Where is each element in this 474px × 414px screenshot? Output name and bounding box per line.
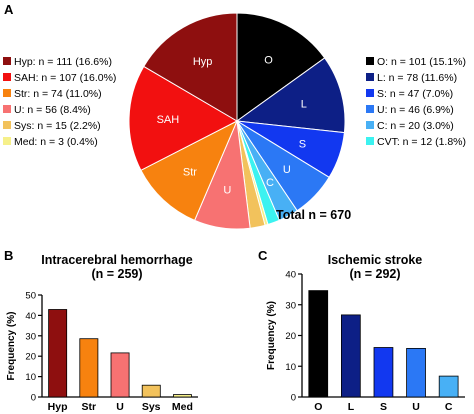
- legend-entry-6: Med: n = 3 (0.4%): [14, 136, 98, 148]
- legend-entry-4: C: n = 20 (3.0%): [377, 120, 454, 132]
- chart-1-ylabel: Frequency (%): [6, 312, 17, 381]
- chart-2-bar-c: [438, 375, 459, 398]
- chart-1-category-label-u: U: [116, 401, 124, 413]
- pie-slice-label-0: O: [264, 55, 273, 67]
- legend-entry-8: U: n = 56 (8.4%): [14, 104, 91, 116]
- chart-1-category-label-hyp: Hyp: [48, 401, 68, 413]
- legend-swatch-5: [366, 137, 374, 145]
- bar-chart-c: 0 10 20 30 40 Frequency (%) O L S U C: [266, 270, 465, 413]
- legend-swatch-8: [3, 105, 11, 113]
- pie-slice-label-10: SAH: [157, 114, 180, 126]
- pie-slice-label-2: S: [299, 138, 306, 150]
- chart-1-bar-med: [172, 394, 192, 398]
- pie-slice-label-9: Str: [183, 167, 197, 179]
- chart-c-subtitle: (n = 292): [349, 267, 400, 281]
- legend-swatch-3: [366, 105, 374, 113]
- legend-entry-2: S: n = 47 (7.0%): [377, 88, 453, 100]
- legend-swatch-9: [3, 89, 11, 97]
- chart-2-bar-u: [406, 347, 426, 398]
- chart-1-bar-hyp: [48, 309, 68, 398]
- legend-entry-0: O: n = 101 (15.1%): [377, 56, 466, 68]
- chart-b-title: Intracerebral hemorrhage: [41, 253, 192, 267]
- bar-chart-b: 0 10 20 30 40 50 Frequency (%) Hyp Str U Sys Med: [6, 291, 198, 413]
- chart-c-title: Ischemic stroke: [328, 253, 423, 267]
- legend-right: O: n = 101 (15.1%) L: n = 78 (11.6%) S: n …: [366, 56, 466, 148]
- legend-swatch-6: [3, 137, 11, 145]
- chart-1-bar-sys: [141, 384, 161, 398]
- pie-slice-label-3: U: [283, 164, 291, 176]
- chart-2-ytick-label-40: 40: [285, 270, 296, 281]
- chart-1-bar-str: [79, 338, 99, 398]
- pie-slice-1: [235, 57, 346, 134]
- chart-2-ytick-label-10: 10: [285, 362, 296, 373]
- legend-left: Hyp: n = 111 (16.6%) SAH: n = 107 (16.0%)…: [3, 56, 116, 148]
- chart-1-ytick-label-40: 40: [25, 311, 36, 322]
- legend-swatch-0: [366, 57, 374, 65]
- legend-swatch-1: [366, 73, 374, 81]
- chart-2-bar-l: [340, 314, 361, 398]
- chart-1-ytick-label-20: 20: [25, 352, 36, 363]
- chart-2-bar-s: [373, 347, 394, 398]
- chart-2-category-label-c: C: [445, 401, 453, 413]
- chart-2-bar-o: [308, 290, 329, 398]
- chart-2-ytick-label-30: 30: [285, 300, 296, 311]
- chart-1-category-label-med: Med: [172, 401, 193, 413]
- panel-label-a: A: [4, 2, 14, 17]
- legend-swatch-4: [366, 121, 374, 129]
- chart-1-bar-u: [110, 352, 130, 398]
- legend-entry-1: L: n = 78 (11.6%): [377, 72, 457, 84]
- chart-2-ytick-label-20: 20: [285, 331, 296, 342]
- pie-slice-label-11: Hyp: [193, 56, 213, 68]
- pie-slice-label-4: C: [266, 177, 274, 189]
- panel-label-b: B: [4, 248, 13, 263]
- pie-slice-label-8: U: [223, 184, 231, 196]
- legend-swatch-2: [366, 89, 374, 97]
- legend-swatch-7: [3, 121, 11, 129]
- chart-1-ytick-label-0: 0: [31, 393, 36, 404]
- chart-2-category-label-l: L: [348, 401, 355, 413]
- chart-2-ytick-label-0: 0: [291, 393, 296, 404]
- chart-1-ytick-label-10: 10: [25, 372, 36, 383]
- pie-slice-9: [140, 119, 239, 221]
- legend-entry-9: Str: n = 74 (11.0%): [14, 88, 102, 100]
- chart-1-ytick-label-50: 50: [25, 291, 36, 302]
- chart-2-category-label-u: U: [412, 401, 420, 413]
- legend-entry-10: SAH: n = 107 (16.0%): [14, 72, 116, 84]
- pie-slice-10: [128, 65, 239, 171]
- chart-2-category-label-o: O: [314, 401, 322, 413]
- chart-2-ylabel: Frequency (%): [266, 301, 277, 370]
- pie-slice-0: [236, 12, 326, 122]
- legend-entry-11: Hyp: n = 111 (16.6%): [14, 56, 112, 68]
- legend-entry-3: U: n = 46 (6.9%): [377, 104, 454, 116]
- chart-1-category-label-sys: Sys: [142, 401, 161, 413]
- chart-b-subtitle: (n = 259): [91, 267, 142, 281]
- chart-1-ytick-label-30: 30: [25, 331, 36, 342]
- pie-slice-11: [143, 12, 238, 122]
- chart-2-category-label-s: S: [380, 401, 387, 413]
- legend-entry-5: CVT: n = 12 (1.8%): [377, 136, 466, 148]
- chart-1-category-label-str: Str: [82, 401, 97, 413]
- total-label: Total n = 670: [276, 208, 351, 222]
- pie-slice-label-1: L: [301, 98, 307, 110]
- legend-swatch-10: [3, 73, 11, 81]
- legend-swatch-11: [3, 57, 11, 65]
- legend-entry-7: Sys: n = 15 (2.2%): [14, 120, 101, 132]
- panel-label-c: C: [258, 248, 268, 263]
